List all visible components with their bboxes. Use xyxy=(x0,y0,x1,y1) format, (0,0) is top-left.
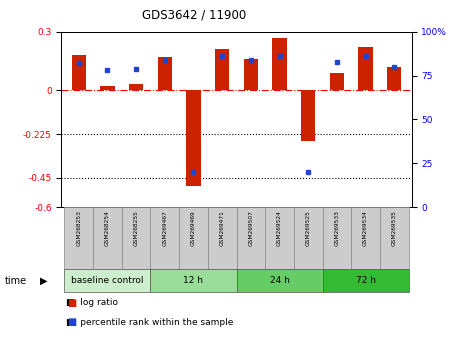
Text: 12 h: 12 h xyxy=(184,276,203,285)
Text: GSM269533: GSM269533 xyxy=(334,210,340,246)
Text: GSM269467: GSM269467 xyxy=(162,210,167,246)
Text: ■: ■ xyxy=(67,317,77,327)
Bar xyxy=(301,90,315,141)
Bar xyxy=(323,207,351,269)
Bar xyxy=(150,207,179,269)
Text: 24 h: 24 h xyxy=(270,276,289,285)
Text: GSM269535: GSM269535 xyxy=(392,210,397,246)
Bar xyxy=(100,86,114,90)
Text: GDS3642 / 11900: GDS3642 / 11900 xyxy=(142,8,246,21)
Bar xyxy=(244,59,258,90)
Bar xyxy=(330,73,344,90)
Bar xyxy=(129,84,143,90)
Bar xyxy=(93,207,122,269)
Bar xyxy=(236,269,323,292)
Text: GSM269524: GSM269524 xyxy=(277,210,282,246)
Bar xyxy=(208,207,236,269)
Bar xyxy=(323,269,409,292)
Bar xyxy=(150,269,236,292)
Text: ■  percentile rank within the sample: ■ percentile rank within the sample xyxy=(66,318,234,327)
Text: time: time xyxy=(5,275,27,286)
Bar xyxy=(186,90,201,185)
Bar xyxy=(215,49,229,90)
Text: GSM268255: GSM268255 xyxy=(133,210,139,246)
Bar xyxy=(380,207,409,269)
Text: GSM269534: GSM269534 xyxy=(363,210,368,246)
Bar xyxy=(64,207,93,269)
Text: GSM269507: GSM269507 xyxy=(248,210,254,246)
Bar xyxy=(236,207,265,269)
Bar xyxy=(158,57,172,90)
Bar xyxy=(122,207,150,269)
Text: baseline control: baseline control xyxy=(71,276,144,285)
Text: GSM269469: GSM269469 xyxy=(191,210,196,246)
Text: GSM268253: GSM268253 xyxy=(76,210,81,246)
Bar xyxy=(71,55,86,90)
Bar xyxy=(359,47,373,90)
Text: ■: ■ xyxy=(67,298,77,308)
Text: GSM269525: GSM269525 xyxy=(306,210,311,246)
Bar xyxy=(387,67,402,90)
Text: ■  log ratio: ■ log ratio xyxy=(66,298,118,307)
Bar xyxy=(265,207,294,269)
Text: GSM269471: GSM269471 xyxy=(219,210,225,246)
Bar xyxy=(179,207,208,269)
Bar xyxy=(351,207,380,269)
Bar xyxy=(64,269,150,292)
Text: GSM268254: GSM268254 xyxy=(105,210,110,246)
Bar xyxy=(294,207,323,269)
Bar xyxy=(272,38,287,90)
Text: 72 h: 72 h xyxy=(356,276,376,285)
Text: ▶: ▶ xyxy=(40,275,48,286)
